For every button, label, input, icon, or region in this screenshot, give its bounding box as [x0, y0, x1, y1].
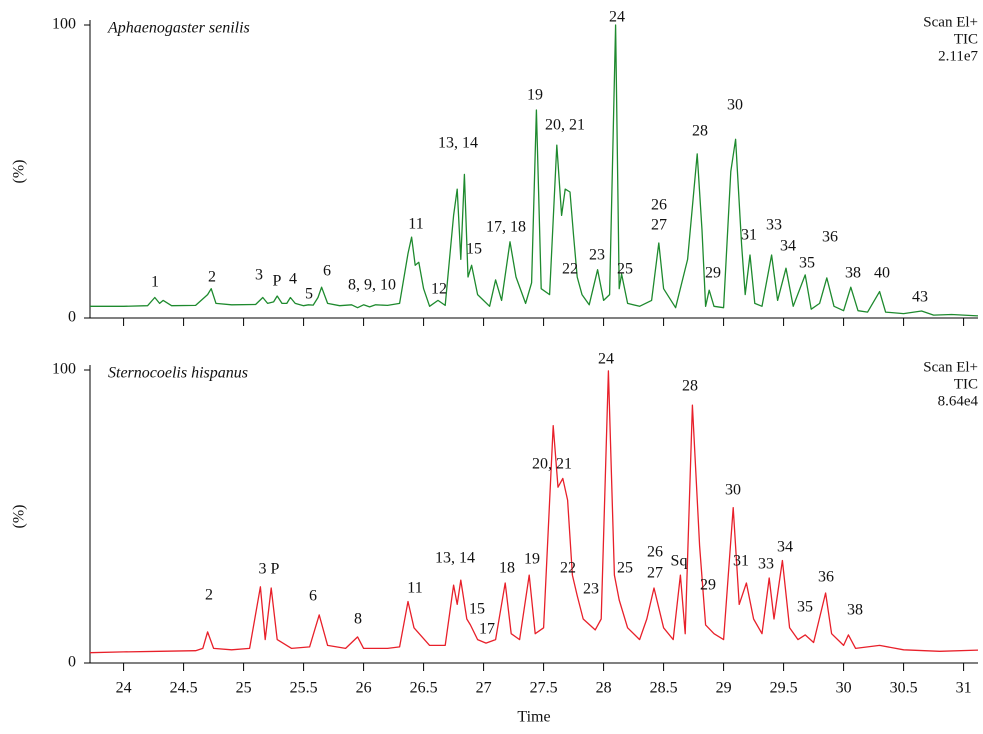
- x-tick-label: 27.5: [530, 680, 558, 697]
- peak-label: 5: [305, 286, 313, 303]
- peak-label: 13, 14: [435, 550, 475, 567]
- annotation: Scan El+: [923, 14, 978, 30]
- peak-label: 26: [651, 197, 667, 214]
- peak-label: 30: [727, 97, 743, 114]
- peak-label: P: [273, 273, 282, 290]
- x-axis-label: Time: [517, 709, 550, 726]
- peak-label: 17, 18: [486, 219, 526, 236]
- annotation: Scan El+: [923, 359, 978, 375]
- y-axis-label: (%): [11, 160, 28, 184]
- x-tick-label: 30.5: [890, 680, 918, 697]
- peak-label: Sq: [671, 553, 688, 570]
- x-tick-label: 30: [836, 680, 852, 697]
- peak-label: 3: [255, 267, 263, 284]
- annotation: 8.64e4: [938, 393, 979, 409]
- x-tick-label: 24: [116, 680, 132, 697]
- x-tick-label: 28: [596, 680, 612, 697]
- peak-label: 2: [205, 587, 213, 604]
- peak-label: 30: [725, 482, 741, 499]
- peak-label: 25: [617, 261, 633, 278]
- peak-label: 18: [499, 560, 515, 577]
- peak-label: 22: [560, 560, 576, 577]
- y-tick-label: 0: [68, 309, 76, 326]
- peak-label: 35: [797, 599, 813, 616]
- peak-label: 8, 9, 10: [348, 277, 396, 294]
- peak-label: 25: [617, 560, 633, 577]
- peak-label: 35: [799, 255, 815, 272]
- peak-label: 29: [700, 577, 716, 594]
- y-tick-label: 100: [52, 361, 76, 378]
- x-tick-label: 26.5: [410, 680, 438, 697]
- peak-label: 27: [647, 565, 663, 582]
- x-tick-label: 29: [716, 680, 732, 697]
- y-tick-label: 0: [68, 654, 76, 671]
- peak-label: 29: [705, 265, 721, 282]
- peak-label: 17: [479, 621, 495, 638]
- peak-label: 11: [407, 580, 422, 597]
- panel-title: Sternocoelis hispanus: [108, 365, 248, 382]
- peak-label: 38: [847, 602, 863, 619]
- peak-label: 28: [692, 123, 708, 140]
- peak-label: 23: [589, 247, 605, 264]
- peak-label: 12: [431, 281, 447, 298]
- peak-label: 33: [766, 217, 782, 234]
- peak-label: 3 P: [259, 561, 280, 578]
- x-tick-label: 28.5: [650, 680, 678, 697]
- peak-label: 6: [323, 263, 331, 280]
- y-axis-label: (%): [11, 505, 28, 529]
- peak-label: 15: [469, 601, 485, 618]
- peak-label: 24: [609, 9, 625, 26]
- peak-label: 22: [562, 261, 578, 278]
- peak-label: 24: [598, 351, 614, 368]
- x-tick-label: 26: [356, 680, 372, 697]
- peak-label: 34: [777, 539, 793, 556]
- peak-label: 19: [524, 551, 540, 568]
- peak-label: 28: [682, 378, 698, 395]
- peak-label: 34: [780, 238, 796, 255]
- peak-label: 13, 14: [438, 135, 478, 152]
- x-tick-label: 29.5: [770, 680, 798, 697]
- x-tick-label: 25.5: [290, 680, 318, 697]
- annotation: TIC: [954, 376, 978, 392]
- peak-label: 36: [818, 569, 834, 586]
- peak-label: 31: [741, 227, 757, 244]
- annotation: TIC: [954, 31, 978, 47]
- x-tick-label: 31: [956, 680, 972, 697]
- y-tick-label: 100: [52, 16, 76, 33]
- peak-label: 38: [845, 265, 861, 282]
- peak-label: 1: [151, 274, 159, 291]
- trace-line: [90, 24, 979, 317]
- peak-label: 27: [651, 217, 667, 234]
- x-tick-label: 27: [476, 680, 492, 697]
- peak-label: 33: [758, 556, 774, 573]
- peak-label: 20, 21: [532, 456, 572, 473]
- peak-label: 40: [874, 265, 890, 282]
- peak-label: 20, 21: [545, 117, 585, 134]
- panel-title: Aphaenogaster senilis: [107, 20, 250, 37]
- peak-label: 4: [289, 271, 297, 288]
- peak-label: 23: [583, 581, 599, 598]
- annotation: 2.11e7: [938, 48, 978, 64]
- peak-label: 11: [408, 216, 423, 233]
- trace-line: [89, 370, 979, 654]
- peak-label: 8: [354, 611, 362, 628]
- peak-label: 36: [822, 229, 838, 246]
- peak-label: 2: [208, 269, 216, 286]
- x-tick-label: 25: [236, 680, 252, 697]
- peak-label: 19: [527, 87, 543, 104]
- x-tick-label: 24.5: [170, 680, 198, 697]
- peak-label: 6: [309, 588, 317, 605]
- peak-label: 15: [466, 241, 482, 258]
- peak-label: 26: [647, 544, 663, 561]
- peak-label: 31: [733, 553, 749, 570]
- peak-label: 43: [912, 289, 928, 306]
